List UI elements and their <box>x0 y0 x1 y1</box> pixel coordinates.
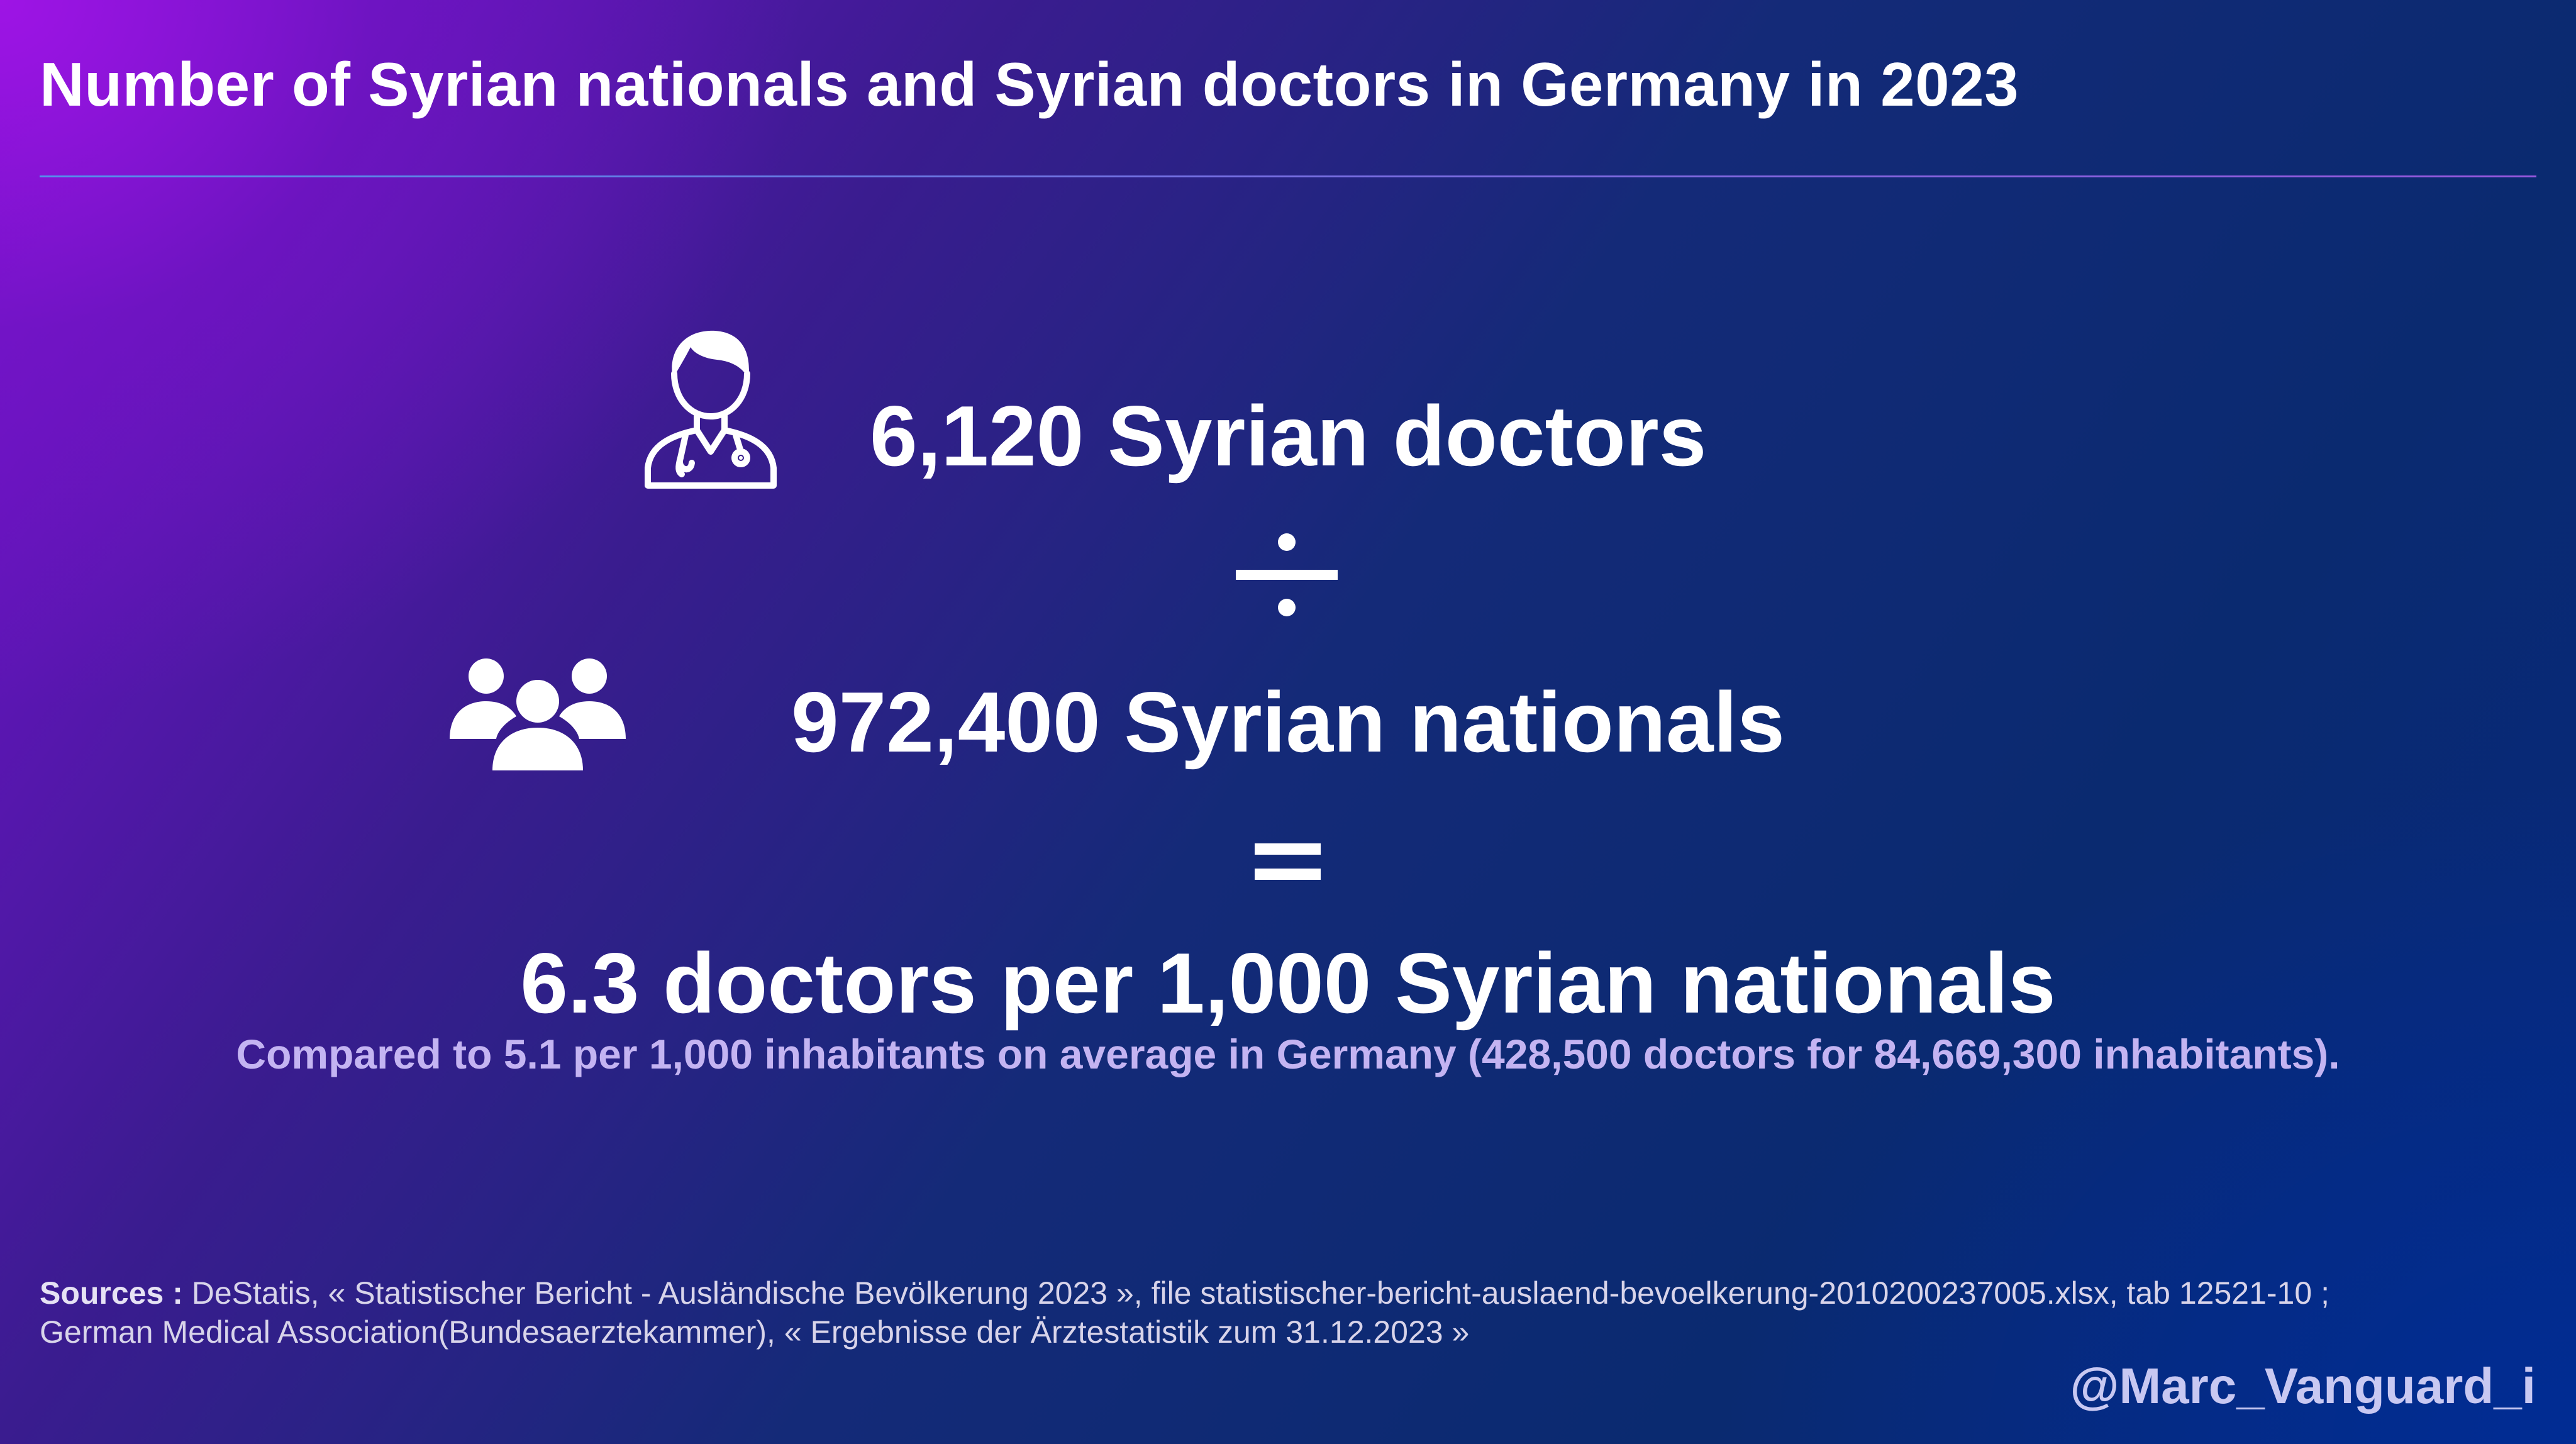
group-icon <box>450 658 626 770</box>
nationals-stat: 972,400 Syrian nationals <box>791 674 1785 770</box>
author-handle: @Marc_Vanguard_i <box>2070 1358 2536 1414</box>
page-title: Number of Syrian nationals and Syrian do… <box>40 50 2019 119</box>
sources-text-1: DeStatis, « Statistischer Bericht - Ausl… <box>191 1275 2329 1311</box>
sources-label: Sources : <box>40 1275 183 1311</box>
sources: Sources : DeStatis, « Statistischer Beri… <box>40 1274 2329 1352</box>
result-stat: 6.3 doctors per 1,000 Syrian nationals <box>520 935 2056 1031</box>
divide-icon <box>1236 533 1338 616</box>
comparison-note: Compared to 5.1 per 1,000 inhabitants on… <box>236 1031 2340 1077</box>
doctor-icon <box>645 330 777 489</box>
equals-icon <box>1255 843 1321 880</box>
title-divider <box>40 175 2536 177</box>
doctors-stat: 6,120 Syrian doctors <box>870 388 1707 484</box>
sources-line-1: Sources : DeStatis, « Statistischer Beri… <box>40 1274 2329 1313</box>
sources-line-2: German Medical Association(Bundesaerztek… <box>40 1314 1470 1350</box>
